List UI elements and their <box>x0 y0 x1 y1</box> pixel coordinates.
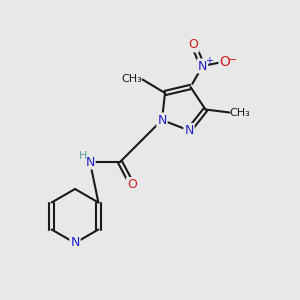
Text: O: O <box>127 178 137 191</box>
Text: CH₃: CH₃ <box>122 74 142 85</box>
Text: O: O <box>220 55 230 68</box>
Text: −: − <box>228 55 237 65</box>
Text: N: N <box>157 113 167 127</box>
Text: H: H <box>79 151 88 161</box>
Text: N: N <box>70 236 80 250</box>
Text: CH₃: CH₃ <box>230 107 250 118</box>
Text: N: N <box>184 124 194 137</box>
Text: N: N <box>85 155 95 169</box>
Text: N: N <box>198 59 207 73</box>
Text: +: + <box>205 56 213 66</box>
Text: O: O <box>189 38 198 52</box>
